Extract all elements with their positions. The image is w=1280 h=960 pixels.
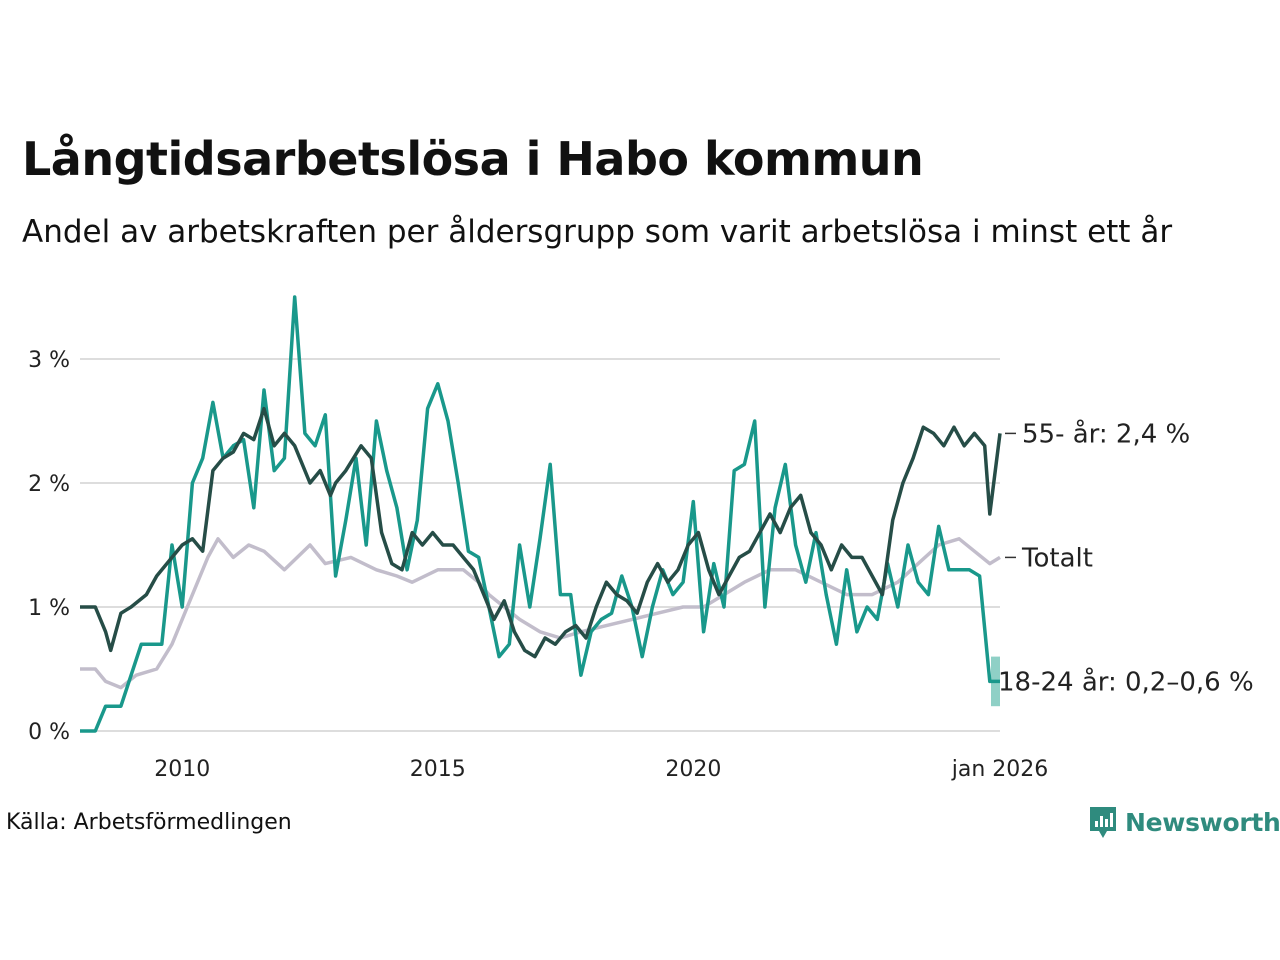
x-tick-label: 2020: [665, 757, 721, 782]
chart-subtitle: Andel av arbetskraften per åldersgrupp s…: [22, 214, 1173, 250]
gridlines: [80, 358, 1000, 732]
brand-logo-text: Newsworthy: [1125, 807, 1280, 837]
series-line-total: [80, 537, 1001, 690]
newsworthy-logo-icon: [1090, 807, 1116, 838]
series-lines: [80, 295, 1002, 733]
x-tick-label: jan 2026: [951, 757, 1049, 782]
end-label-total: Totalt: [1021, 543, 1093, 573]
x-tick-label: 2015: [410, 757, 466, 782]
chart-title: Långtidsarbetslösa i Habo kommun: [22, 132, 924, 186]
end-label-age18_24: 18-24 år: 0,2–0,6 %: [998, 666, 1254, 697]
brand-logo[interactable]: Newsworthy: [1088, 804, 1280, 840]
axis-and-end-labels: 0 % 1 % 2 % 3 % 2010 2015 2020 jan 2026 Totalt 55…: [28, 348, 1254, 782]
x-tick-label: 2010: [154, 757, 210, 782]
y-tick-label: 3 %: [28, 348, 70, 373]
y-tick-label: 0 %: [28, 720, 70, 745]
series-line-age55: [80, 406, 1002, 659]
y-tick-label: 2 %: [28, 472, 70, 497]
end-label-age55: 55- år: 2,4 %: [1022, 418, 1190, 449]
series-line-age18_24: [80, 295, 1000, 733]
y-tick-label: 1 %: [28, 596, 70, 621]
source-note: Källa: Arbetsförmedlingen: [6, 810, 292, 835]
